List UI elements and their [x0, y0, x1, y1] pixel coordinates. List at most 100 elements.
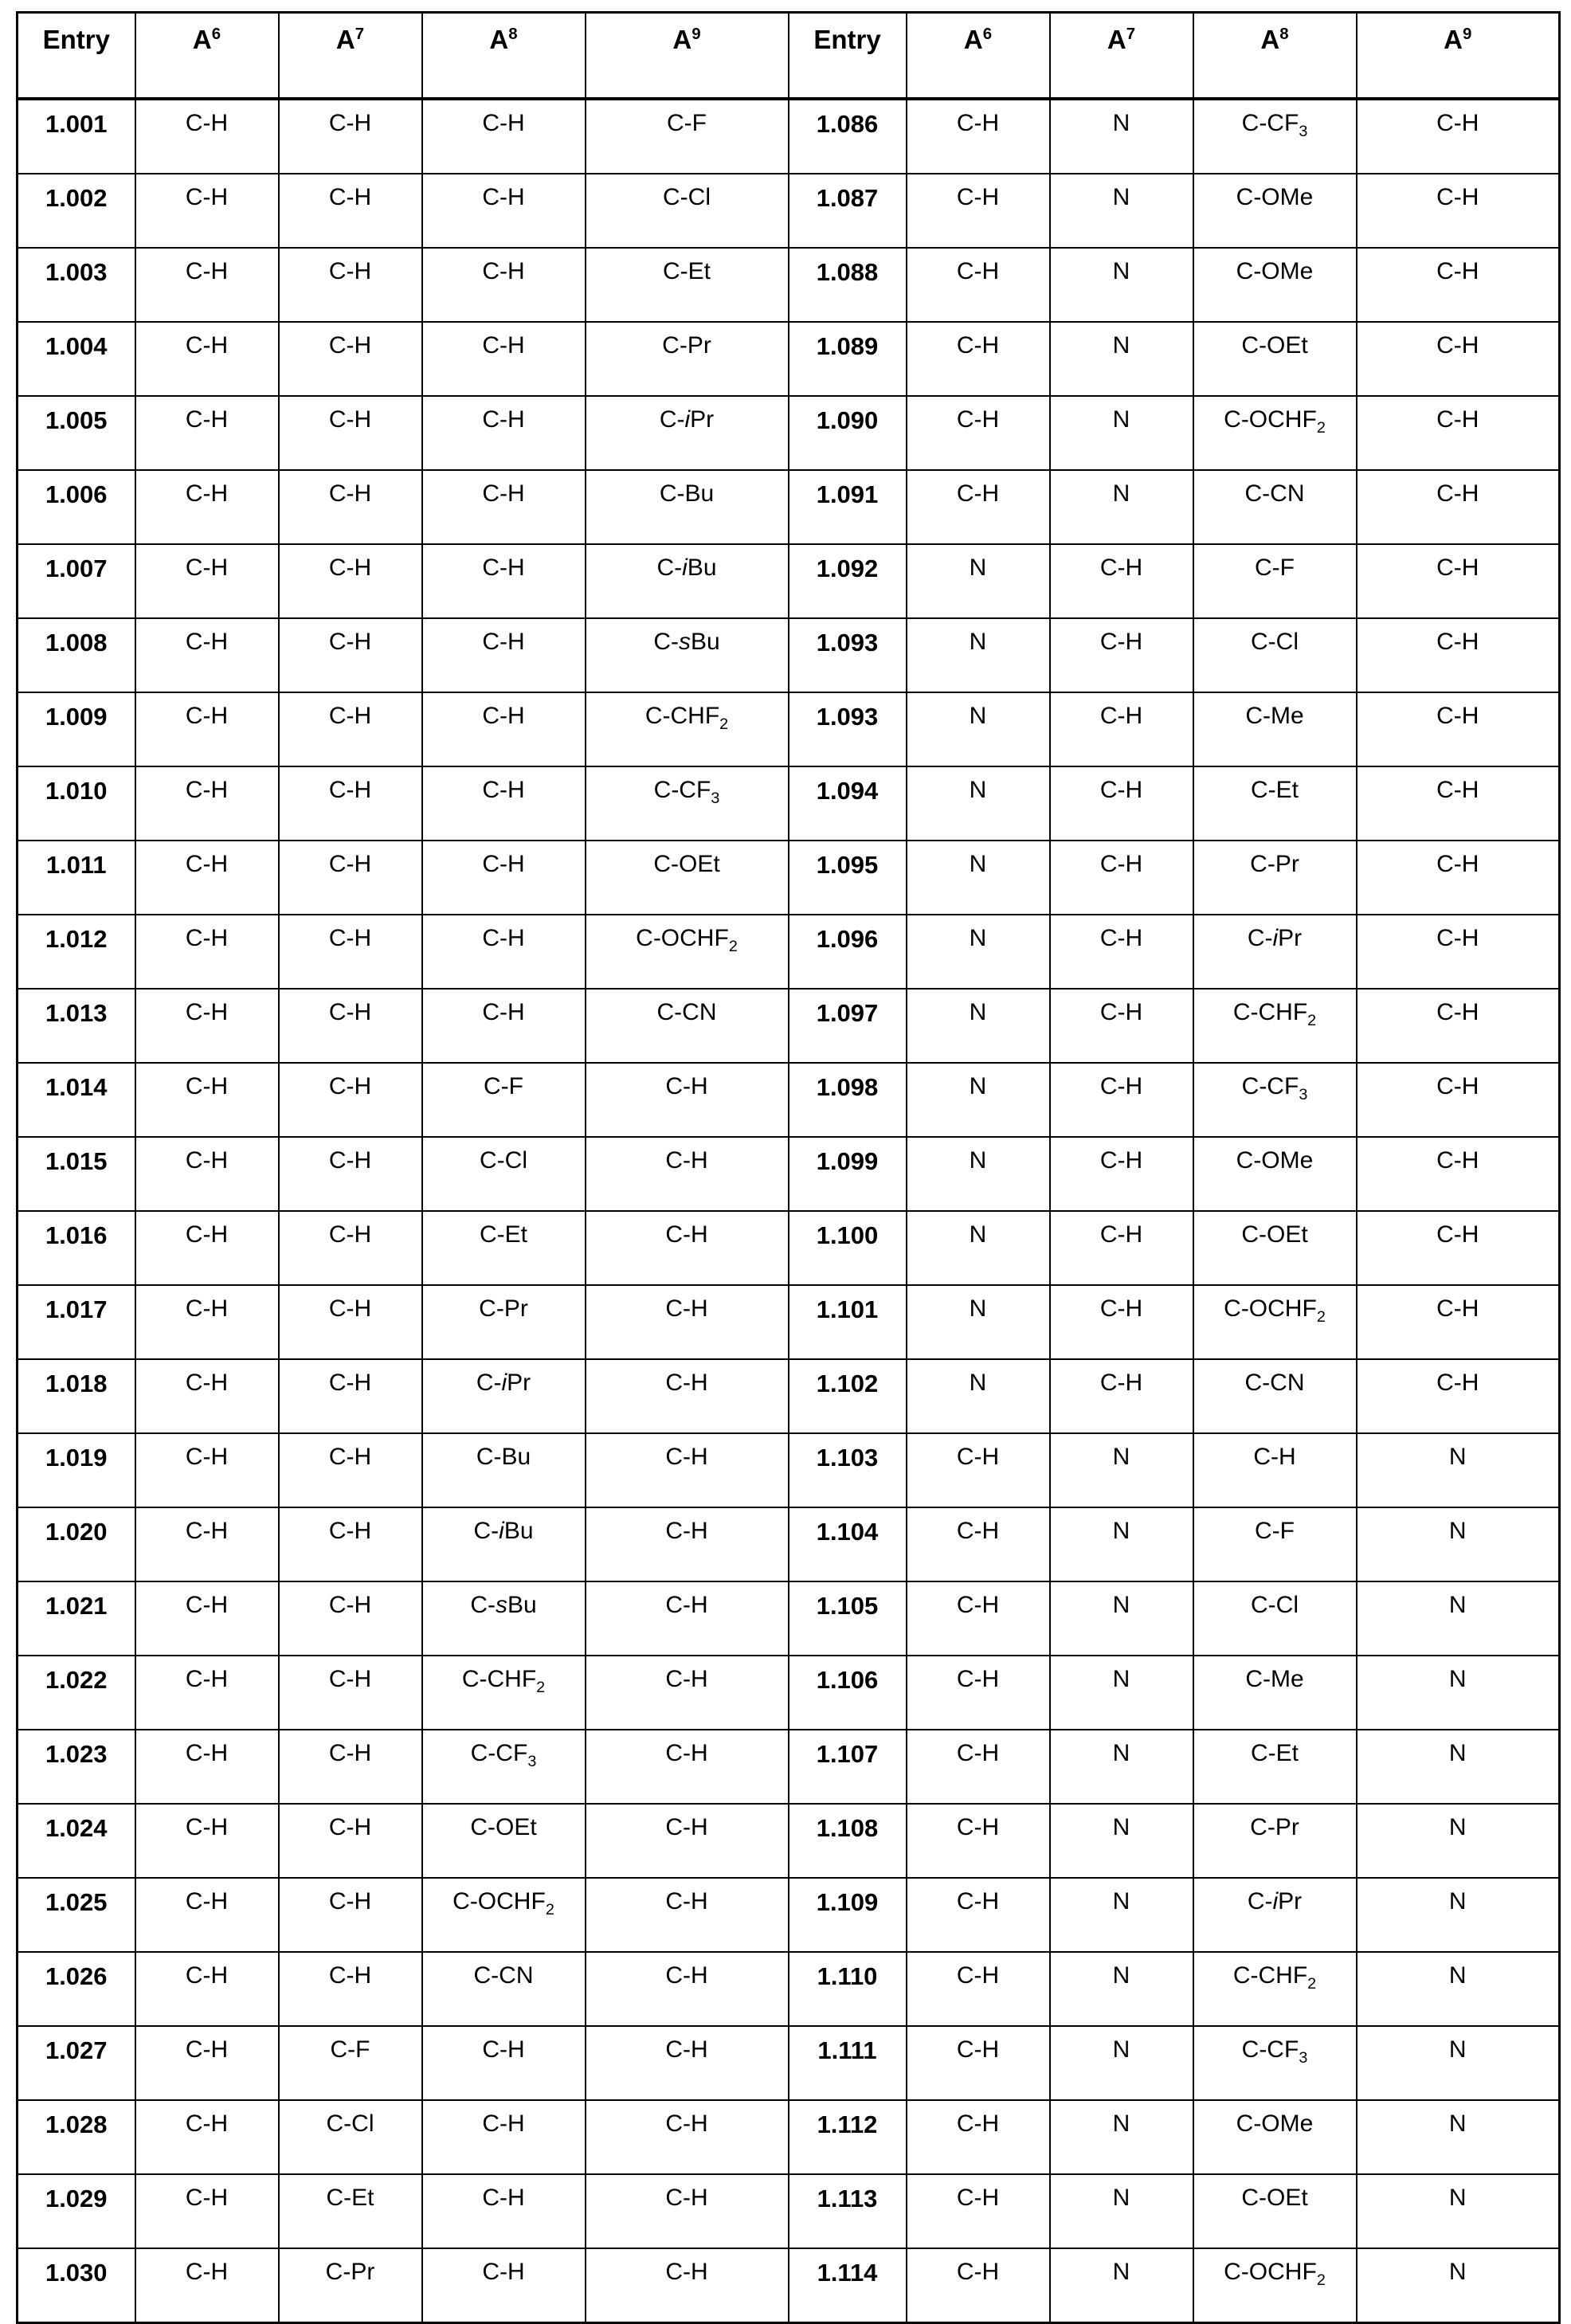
- cell-a6-left: C-H: [135, 915, 279, 989]
- cell-a8-left: C-H: [422, 989, 586, 1063]
- entry-cell-left: 1.014: [18, 1063, 135, 1137]
- cell-a7-right: C-H: [1050, 841, 1193, 915]
- cell-a9-right: N: [1357, 1656, 1560, 1730]
- table-row: 1.022C-HC-HC-CHF2C-H1.106C-HNC-MeN: [18, 1656, 1560, 1730]
- entry-cell-left: 1.021: [18, 1581, 135, 1656]
- entry-cell-left: 1.030: [18, 2248, 135, 2323]
- cell-a9-left: C-OEt: [586, 841, 789, 915]
- cell-a8-right: C-CN: [1193, 1359, 1357, 1433]
- cell-a9-left: C-H: [586, 1656, 789, 1730]
- cell-a8-left: C-H: [422, 915, 586, 989]
- cell-a9-right: C-H: [1357, 248, 1560, 322]
- cell-a8-right: C-iPr: [1193, 1878, 1357, 1952]
- header-entry-left: Entry: [18, 13, 135, 100]
- cell-a7-left: C-H: [279, 544, 422, 618]
- cell-a8-left: C-H: [422, 470, 586, 544]
- cell-a6-right: C-H: [907, 1730, 1050, 1804]
- table-row: 1.006C-HC-HC-HC-Bu1.091C-HNC-CNC-H: [18, 470, 1560, 544]
- header-entry-right: Entry: [789, 13, 907, 100]
- cell-a7-right: N: [1050, 1433, 1193, 1507]
- header-a6-right: A6: [907, 13, 1050, 100]
- cell-a9-left: C-H: [586, 2248, 789, 2323]
- cell-a9-left: C-H: [586, 1211, 789, 1285]
- entry-cell-left: 1.023: [18, 1730, 135, 1804]
- entry-cell-right: 1.103: [789, 1433, 907, 1507]
- entry-cell-right: 1.090: [789, 396, 907, 470]
- table-row: 1.017C-HC-HC-PrC-H1.101NC-HC-OCHF2C-H: [18, 1285, 1560, 1359]
- table-body: 1.001C-HC-HC-HC-F1.086C-HNC-CF3C-H1.002C…: [18, 99, 1560, 2323]
- cell-a7-right: N: [1050, 2100, 1193, 2174]
- cell-a6-right: N: [907, 618, 1050, 692]
- cell-a6-right: C-H: [907, 1878, 1050, 1952]
- table-row: 1.011C-HC-HC-HC-OEt1.095NC-HC-PrC-H: [18, 841, 1560, 915]
- cell-a6-right: N: [907, 915, 1050, 989]
- cell-a8-left: C-H: [422, 174, 586, 248]
- entry-cell-left: 1.001: [18, 99, 135, 174]
- header-a9-left: A9: [586, 13, 789, 100]
- cell-a7-right: N: [1050, 2174, 1193, 2248]
- cell-a6-right: C-H: [907, 2174, 1050, 2248]
- cell-a8-right: C-OEt: [1193, 2174, 1357, 2248]
- entry-cell-right: 1.112: [789, 2100, 907, 2174]
- cell-a9-right: C-H: [1357, 470, 1560, 544]
- cell-a9-right: C-H: [1357, 544, 1560, 618]
- cell-a6-left: C-H: [135, 1952, 279, 2026]
- table-row: 1.010C-HC-HC-HC-CF31.094NC-HC-EtC-H: [18, 766, 1560, 841]
- cell-a7-right: N: [1050, 470, 1193, 544]
- cell-a7-left: C-H: [279, 1359, 422, 1433]
- entry-cell-right: 1.097: [789, 989, 907, 1063]
- cell-a8-left: C-H: [422, 2100, 586, 2174]
- cell-a7-right: N: [1050, 99, 1193, 174]
- table-row: 1.018C-HC-HC-iPrC-H1.102NC-HC-CNC-H: [18, 1359, 1560, 1433]
- cell-a7-left: C-H: [279, 396, 422, 470]
- entry-cell-right: 1.096: [789, 915, 907, 989]
- cell-a8-right: C-Cl: [1193, 1581, 1357, 1656]
- cell-a8-left: C-H: [422, 692, 586, 766]
- cell-a8-right: C-OCHF2: [1193, 1285, 1357, 1359]
- cell-a9-right: N: [1357, 1581, 1560, 1656]
- cell-a8-left: C-H: [422, 99, 586, 174]
- cell-a8-left: C-CN: [422, 1952, 586, 2026]
- cell-a7-left: C-Cl: [279, 2100, 422, 2174]
- cell-a8-right: C-CHF2: [1193, 1952, 1357, 2026]
- cell-a6-left: C-H: [135, 1211, 279, 1285]
- entry-cell-right: 1.092: [789, 544, 907, 618]
- entry-cell-left: 1.020: [18, 1507, 135, 1581]
- cell-a7-right: C-H: [1050, 1137, 1193, 1211]
- cell-a7-left: C-H: [279, 322, 422, 396]
- cell-a9-right: N: [1357, 1952, 1560, 2026]
- cell-a6-right: C-H: [907, 1507, 1050, 1581]
- cell-a8-right: C-OEt: [1193, 322, 1357, 396]
- cell-a9-right: C-H: [1357, 174, 1560, 248]
- cell-a9-right: N: [1357, 1433, 1560, 1507]
- cell-a6-right: N: [907, 1211, 1050, 1285]
- cell-a9-left: C-Pr: [586, 322, 789, 396]
- cell-a9-right: C-H: [1357, 322, 1560, 396]
- cell-a8-right: C-Me: [1193, 692, 1357, 766]
- entry-cell-right: 1.088: [789, 248, 907, 322]
- cell-a6-left: C-H: [135, 1507, 279, 1581]
- table-row: 1.005C-HC-HC-HC-iPr1.090C-HNC-OCHF2C-H: [18, 396, 1560, 470]
- entry-cell-left: 1.006: [18, 470, 135, 544]
- cell-a6-right: C-H: [907, 1581, 1050, 1656]
- cell-a8-left: C-H: [422, 544, 586, 618]
- cell-a6-left: C-H: [135, 1285, 279, 1359]
- cell-a9-left: C-CF3: [586, 766, 789, 841]
- entry-cell-left: 1.013: [18, 989, 135, 1063]
- entry-cell-left: 1.017: [18, 1285, 135, 1359]
- cell-a9-left: C-H: [586, 1507, 789, 1581]
- cell-a6-right: C-H: [907, 248, 1050, 322]
- entry-cell-left: 1.009: [18, 692, 135, 766]
- cell-a7-right: N: [1050, 1581, 1193, 1656]
- table-row: 1.026C-HC-HC-CNC-H1.110C-HNC-CHF2N: [18, 1952, 1560, 2026]
- cell-a8-left: C-OCHF2: [422, 1878, 586, 1952]
- table-row: 1.014C-HC-HC-FC-H1.098NC-HC-CF3C-H: [18, 1063, 1560, 1137]
- header-a7-right-base: A: [1107, 25, 1126, 54]
- cell-a8-right: C-OMe: [1193, 174, 1357, 248]
- header-a8-right: A8: [1193, 13, 1357, 100]
- cell-a8-right: C-OMe: [1193, 248, 1357, 322]
- table-row: 1.002C-HC-HC-HC-Cl1.087C-HNC-OMeC-H: [18, 174, 1560, 248]
- cell-a8-right: C-OMe: [1193, 2100, 1357, 2174]
- entry-cell-left: 1.002: [18, 174, 135, 248]
- cell-a8-right: C-F: [1193, 544, 1357, 618]
